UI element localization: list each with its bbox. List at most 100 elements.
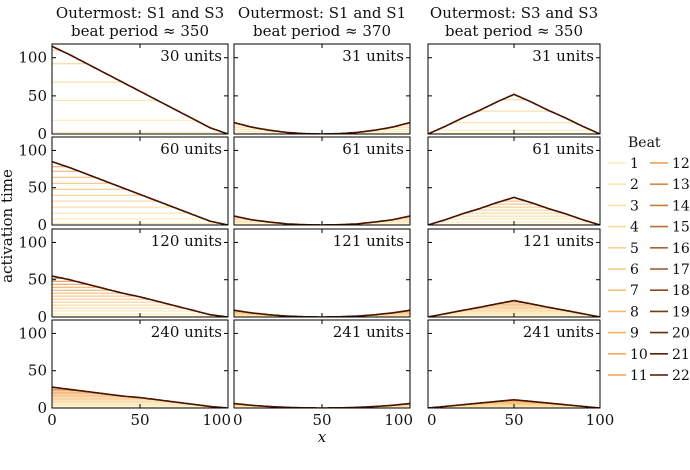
y-tick-label: 100 <box>18 324 47 342</box>
panel-c3-r2: 61 units <box>427 136 601 226</box>
y-tick-label: 100 <box>18 141 47 159</box>
legend-label: 15 <box>672 220 690 236</box>
legend-label: 19 <box>672 304 690 320</box>
legend-item-beat-1: 1 <box>608 156 639 172</box>
x-tick-label: 100 <box>384 411 413 429</box>
series-beat-22 <box>52 45 228 134</box>
panel-label: 31 units <box>342 47 404 65</box>
legend-label: 11 <box>630 368 648 384</box>
series-beat-22 <box>234 309 410 317</box>
series-beat-22 <box>428 398 600 408</box>
series-beat-14 <box>428 93 600 134</box>
legend-item-beat-13: 13 <box>650 177 690 193</box>
legend-label: 21 <box>672 347 690 363</box>
legend-label: 6 <box>630 262 639 278</box>
y-tick-label: 0 <box>37 216 47 234</box>
column-titles: Outermost: S1 and S3 beat period ≈ 350 O… <box>56 4 598 40</box>
panel-label: 121 units <box>333 232 404 250</box>
series-lines <box>428 93 600 134</box>
legend-item-beat-7: 7 <box>608 283 639 299</box>
legend-label: 17 <box>672 262 690 278</box>
series-beat-21 <box>428 93 600 134</box>
legend-item-beat-6: 6 <box>608 262 639 278</box>
x-axis-label: x <box>318 428 327 446</box>
series-beat-12 <box>428 93 600 134</box>
column-2-title-line2: beat period ≈ 370 <box>253 22 391 40</box>
series-beat-10 <box>428 93 600 134</box>
panel-c2-r4: 241 units 0 50 100 <box>233 319 413 429</box>
x-tick-label: 0 <box>47 411 57 429</box>
panel-c1-r3: 120 units 0 50 100 <box>18 228 229 326</box>
series-beat-9 <box>428 93 600 134</box>
panel-label: 30 units <box>160 47 222 65</box>
series-beat-1 <box>234 223 410 225</box>
legend-item-beat-8: 8 <box>608 304 639 320</box>
series-beat-2 <box>52 218 228 225</box>
legend-item-beat-22: 22 <box>650 368 690 384</box>
legend-item-beat-5: 5 <box>608 241 639 257</box>
series-beat-2 <box>234 222 410 225</box>
panel-label: 241 units <box>523 323 594 341</box>
x-tick-label: 100 <box>586 411 615 429</box>
series-beat-2 <box>234 131 410 134</box>
legend-label: 1 <box>630 156 639 172</box>
series-beat-1 <box>234 315 410 317</box>
y-tick-label: 100 <box>18 49 47 67</box>
legend-label: 9 <box>630 326 639 342</box>
series-beat-16 <box>428 93 600 134</box>
series-lines <box>52 45 228 134</box>
legend-item-beat-11: 11 <box>608 368 648 384</box>
x-tick-label: 0 <box>427 411 437 429</box>
series-beat-7 <box>428 93 600 134</box>
legend-label: 3 <box>630 198 639 214</box>
legend-label: 8 <box>630 304 639 320</box>
panel-label: 31 units <box>532 47 594 65</box>
y-tick-label: 50 <box>28 87 47 105</box>
panels: 30 units 0 50 100 60 units 0 50 100 120 units 0 50… <box>18 43 615 429</box>
series-beat-11 <box>428 93 600 134</box>
series-beat-6 <box>428 93 600 134</box>
series-beat-5 <box>428 99 600 134</box>
series-beat-3 <box>52 99 228 134</box>
panel-label: 240 units <box>151 323 222 341</box>
series-beat-17 <box>428 93 600 134</box>
panel-c2-r3: 121 units <box>233 228 411 318</box>
series-beat-22 <box>52 160 228 225</box>
series-beat-20 <box>428 93 600 134</box>
panel-c2-r1: 31 units <box>233 43 411 135</box>
panel-label: 60 units <box>160 140 222 158</box>
series-beat-6 <box>52 194 228 225</box>
series-beat-15 <box>428 93 600 134</box>
series-beat-22 <box>428 299 600 317</box>
y-tick-label: 50 <box>28 271 47 289</box>
series-beat-22 <box>234 215 410 225</box>
series-beat-19 <box>428 93 600 134</box>
series-beat-22 <box>234 402 410 408</box>
series-beat-1 <box>234 132 410 134</box>
legend-item-beat-20: 20 <box>650 326 690 342</box>
column-3-title-line1: Outermost: S3 and S3 <box>430 4 598 22</box>
y-tick-label: 100 <box>18 233 47 251</box>
legend-item-beat-4: 4 <box>608 220 639 236</box>
legend-label: 12 <box>672 156 690 172</box>
series-beat-10 <box>52 170 228 225</box>
series-beat-4 <box>52 81 228 134</box>
y-tick-label: 0 <box>37 125 47 143</box>
panel-c3-r3: 121 units <box>427 228 601 318</box>
y-tick-label: 0 <box>37 308 47 326</box>
y-axis-label: activation time <box>0 169 16 283</box>
legend-label: 20 <box>672 326 690 342</box>
panel-label: 120 units <box>151 232 222 250</box>
series-lines <box>234 309 410 317</box>
legend-label: 13 <box>672 177 690 193</box>
legend-item-beat-12: 12 <box>650 156 690 172</box>
legend-item-beat-16: 16 <box>650 241 690 257</box>
column-3-title-line2: beat period ≈ 350 <box>445 22 583 40</box>
column-1-title-line2: beat period ≈ 350 <box>71 22 209 40</box>
legend-label: 16 <box>672 241 690 257</box>
panel-c1-r4: 240 units 0 50 100 0 50 100 <box>18 319 231 429</box>
column-1-title-line1: Outermost: S1 and S3 <box>56 4 224 22</box>
series-beat-11 <box>52 166 228 225</box>
panel-label: 241 units <box>333 323 404 341</box>
